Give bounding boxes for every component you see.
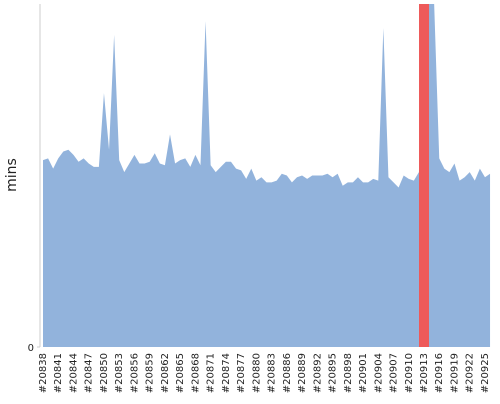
x-tick-label: #20907	[389, 353, 400, 393]
x-tick-label: #20892	[312, 353, 323, 393]
x-tick-label: #20847	[84, 353, 95, 393]
x-tick-label: #20871	[206, 353, 217, 393]
x-tick-label: #20919	[449, 353, 460, 393]
x-tick-label: #20868	[190, 353, 201, 393]
x-tick-label: #20853	[114, 353, 125, 393]
y-tick-label: 0	[28, 343, 34, 354]
x-tick-label: #20880	[251, 353, 262, 393]
y-axis-label: mins	[4, 158, 20, 192]
x-tick-label: #20838	[38, 353, 49, 393]
area	[43, 4, 491, 347]
x-tick-label: #20856	[129, 353, 140, 393]
x-tick-label: #20904	[373, 353, 384, 393]
x-tick-label: #20886	[282, 353, 293, 393]
x-tick-label: #20874	[221, 353, 232, 393]
x-tick-label: #20913	[419, 353, 430, 393]
x-tick-label: #20901	[358, 353, 369, 393]
highlight-bar	[419, 4, 429, 347]
x-tick-label: #20850	[99, 353, 110, 393]
x-tick-label: #20877	[236, 353, 247, 393]
x-tick-label: #20844	[68, 353, 79, 393]
x-tick-label: #20916	[434, 353, 445, 393]
x-tick-label: #20922	[465, 353, 476, 393]
x-tick-label: #20910	[404, 353, 415, 393]
x-tick-label: #20883	[267, 353, 278, 393]
x-tick-label: #20898	[343, 353, 354, 393]
x-tick-label: #20925	[480, 353, 491, 393]
x-tick-label: #20865	[175, 353, 186, 393]
x-tick-label: #20889	[297, 353, 308, 393]
x-tick-label: #20859	[145, 353, 156, 393]
x-tick-label: #20895	[328, 353, 339, 393]
x-tick-label: #20862	[160, 353, 171, 393]
x-tick-label: #20841	[53, 353, 64, 393]
